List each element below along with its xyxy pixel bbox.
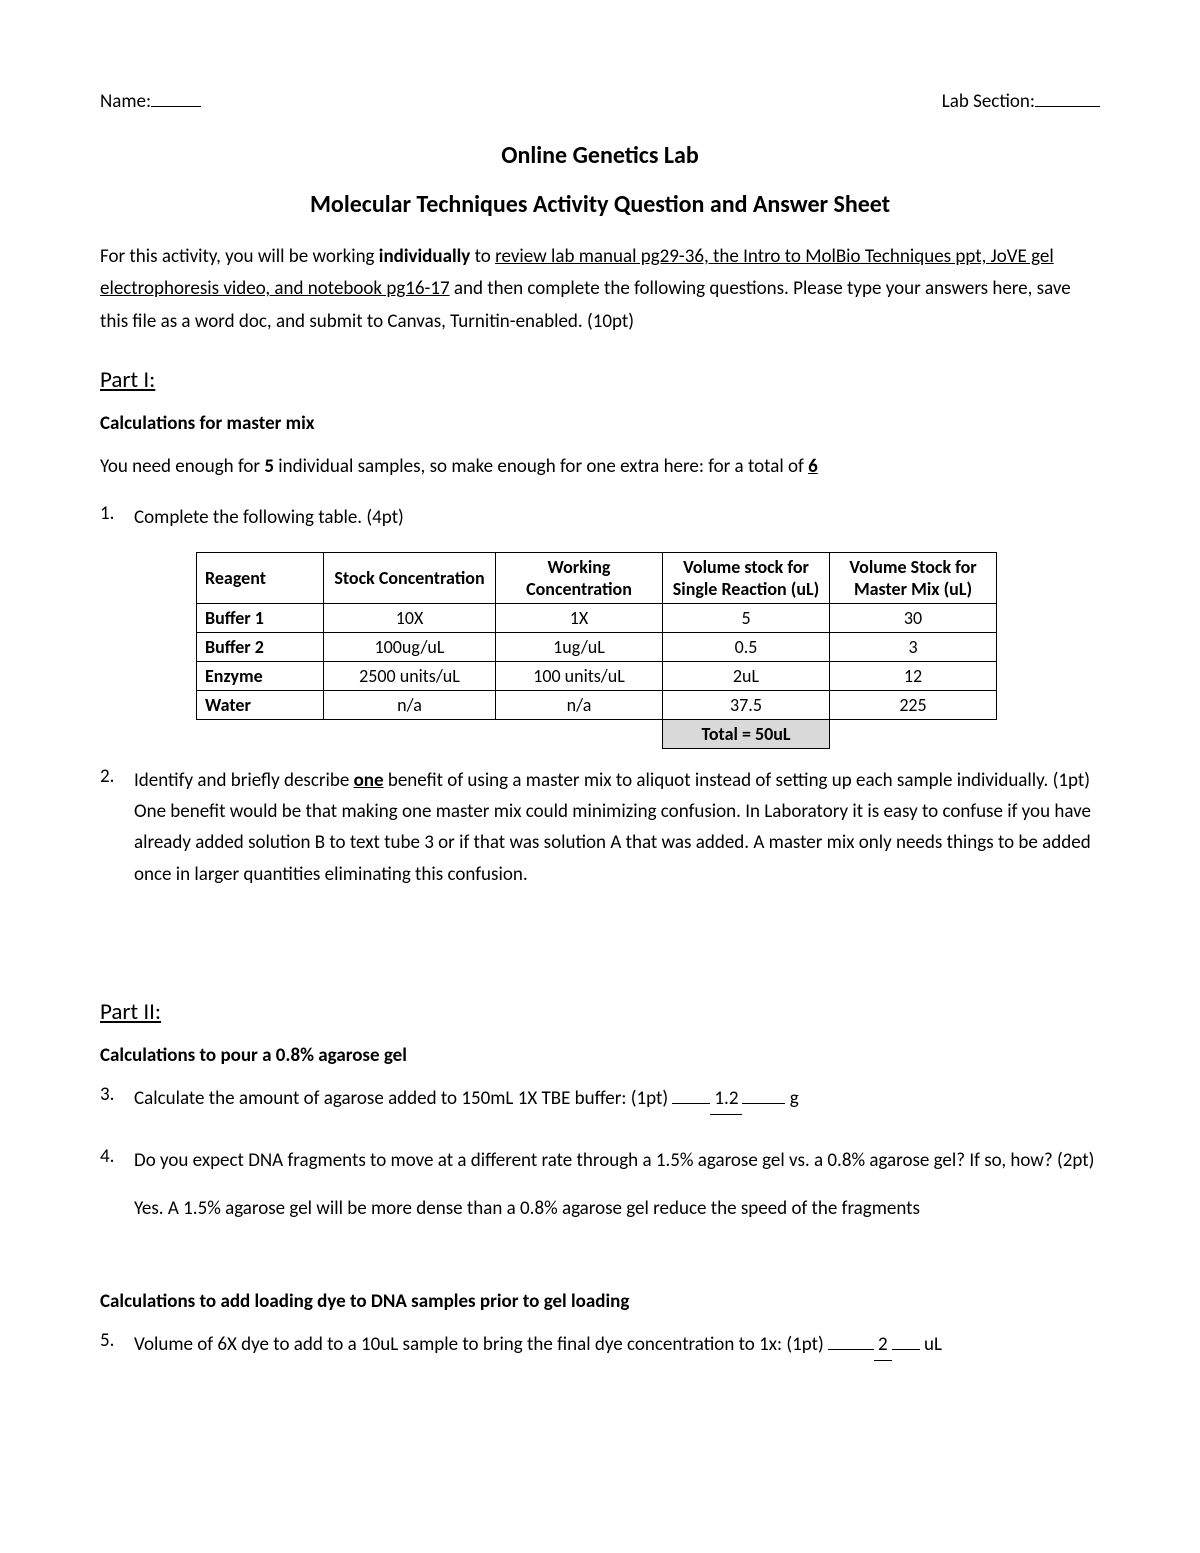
cell-working: n/a (496, 690, 663, 719)
th-single: Volume stock for Single Reaction (uL) (663, 552, 830, 603)
header-row: Name: Lab Section: (100, 90, 1100, 113)
cell-stock: 10X (324, 603, 496, 632)
cell-reagent: Enzyme (197, 661, 324, 690)
lead-pre: You need enough for (100, 455, 264, 478)
q3-num: 3. (100, 1083, 134, 1115)
q5-body: Volume of 6X dye to add to a 10uL sample… (134, 1329, 1100, 1361)
lead-mid: individual samples, so make enough for o… (274, 455, 808, 478)
cell-stock: 100ug/uL (324, 632, 496, 661)
lead-b1: 5 (264, 455, 274, 478)
name-field: Name: (100, 90, 201, 113)
title-sub: Molecular Techniques Activity Question a… (100, 190, 1100, 219)
table-row: Buffer 2 100ug/uL 1ug/uL 0.5 3 (197, 632, 997, 661)
cell-single: 0.5 (663, 632, 830, 661)
section-blank (1035, 106, 1100, 107)
cell-working: 1ug/uL (496, 632, 663, 661)
q2-pre: Identify and briefly describe (134, 769, 354, 792)
cell-working: 100 units/uL (496, 661, 663, 690)
cell-reagent: Buffer 1 (197, 603, 324, 632)
q3-text: Calculate the amount of agarose added to… (134, 1087, 672, 1110)
table-header-row: Reagent Stock Concentration Working Conc… (197, 552, 997, 603)
q5-text: Volume of 6X dye to add to a 10uL sample… (134, 1333, 828, 1356)
total-cell: Total = 50uL (663, 719, 830, 748)
reagent-table: Reagent Stock Concentration Working Conc… (196, 552, 997, 749)
section-label: Lab Section: (942, 90, 1035, 113)
name-label: Name: (100, 90, 151, 113)
document-page: Name: Lab Section: Online Genetics Lab M… (0, 0, 1200, 1439)
intro-bold: individually (379, 245, 470, 268)
cell-master: 30 (830, 603, 997, 632)
question-3: 3. Calculate the amount of agarose added… (100, 1083, 1100, 1115)
cell-stock: 2500 units/uL (324, 661, 496, 690)
part2-sub2: Calculations to add loading dye to DNA s… (100, 1290, 1100, 1313)
q3-blank-left (672, 1103, 710, 1104)
q5-unit: uL (920, 1333, 942, 1356)
q2-body: Identify and briefly describe one benefi… (134, 765, 1100, 890)
name-blank (151, 106, 201, 107)
cell-master: 3 (830, 632, 997, 661)
q5-num: 5. (100, 1329, 134, 1361)
q4-text: Do you expect DNA fragments to move at a… (134, 1149, 1094, 1172)
table-row: Water n/a n/a 37.5 225 (197, 690, 997, 719)
q2-one: one (354, 769, 384, 792)
cell-single: 5 (663, 603, 830, 632)
part1-sub: Calculations for master mix (100, 412, 1100, 435)
question-2: 2. Identify and briefly describe one ben… (100, 765, 1100, 890)
section-field: Lab Section: (942, 90, 1100, 113)
reagent-table-wrap: Reagent Stock Concentration Working Conc… (196, 552, 1100, 749)
q4-answer: Yes. A 1.5% agarose gel will be more den… (134, 1197, 920, 1220)
q5-blank-left (828, 1349, 874, 1350)
cell-single: 37.5 (663, 690, 830, 719)
table-total-row: Total = 50uL (197, 719, 997, 748)
q3-blank-right (742, 1103, 785, 1104)
th-reagent: Reagent (197, 552, 324, 603)
intro-to: to (470, 245, 495, 268)
table-row: Enzyme 2500 units/uL 100 units/uL 2uL 12 (197, 661, 997, 690)
part2-sub1: Calculations to pour a 0.8% agarose gel (100, 1044, 1100, 1067)
intro-paragraph: For this activity, you will be working i… (100, 241, 1100, 338)
question-1: 1. Complete the following table. (4pt) (100, 502, 1100, 533)
title-main: Online Genetics Lab (100, 141, 1100, 170)
part1-heading: Part I: (100, 366, 1100, 394)
q1-text: Complete the following table. (4pt) (134, 502, 1100, 533)
q5-blank-right (892, 1349, 920, 1350)
table-row: Buffer 1 10X 1X 5 30 (197, 603, 997, 632)
q4-body: Do you expect DNA fragments to move at a… (134, 1145, 1100, 1224)
th-master: Volume Stock for Master Mix (uL) (830, 552, 997, 603)
cell-single: 2uL (663, 661, 830, 690)
q2-answer: One benefit would be that making one mas… (134, 800, 1091, 886)
question-5: 5. Volume of 6X dye to add to a 10uL sam… (100, 1329, 1100, 1361)
question-4: 4. Do you expect DNA fragments to move a… (100, 1145, 1100, 1224)
th-stock: Stock Concentration (324, 552, 496, 603)
cell-master: 225 (830, 690, 997, 719)
intro-pre: For this activity, you will be working (100, 245, 379, 268)
q3-answer: 1.2 (710, 1083, 742, 1115)
q2-post: benefit of using a master mix to aliquot… (384, 769, 1090, 792)
q3-body: Calculate the amount of agarose added to… (134, 1083, 1100, 1115)
cell-working: 1X (496, 603, 663, 632)
q3-unit: g (785, 1087, 798, 1110)
part2-heading: Part II: (100, 998, 1100, 1026)
q5-answer: 2 (874, 1329, 892, 1361)
lead-b2: 6 (808, 455, 818, 478)
q4-num: 4. (100, 1145, 134, 1224)
q2-num: 2. (100, 765, 134, 890)
q1-num: 1. (100, 502, 134, 533)
cell-reagent: Water (197, 690, 324, 719)
cell-master: 12 (830, 661, 997, 690)
cell-stock: n/a (324, 690, 496, 719)
part1-lead: You need enough for 5 individual samples… (100, 451, 1100, 482)
cell-reagent: Buffer 2 (197, 632, 324, 661)
th-working: Working Concentration (496, 552, 663, 603)
